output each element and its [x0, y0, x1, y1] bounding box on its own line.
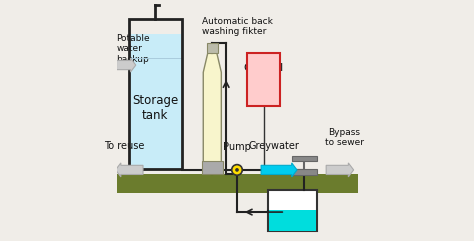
Circle shape — [235, 168, 239, 172]
Bar — [202, 161, 222, 174]
Bar — [129, 34, 181, 169]
Polygon shape — [203, 53, 221, 169]
Text: Potable
water
backup: Potable water backup — [117, 34, 150, 64]
Circle shape — [232, 165, 242, 175]
Text: Bypass
to sewer: Bypass to sewer — [325, 128, 364, 147]
Bar — [117, 174, 357, 193]
Bar — [128, 19, 182, 169]
Text: To reuse: To reuse — [103, 141, 144, 151]
FancyArrow shape — [261, 163, 297, 177]
Text: Greywater: Greywater — [249, 141, 300, 151]
Text: Storage
tank: Storage tank — [132, 94, 178, 122]
Bar — [268, 190, 317, 231]
FancyArrow shape — [117, 58, 136, 72]
Bar — [292, 156, 317, 161]
Bar — [246, 53, 281, 106]
FancyArrow shape — [116, 163, 143, 177]
Bar — [207, 43, 218, 53]
Bar — [292, 169, 317, 175]
Text: Automatic back
washing fikter: Automatic back washing fikter — [202, 17, 273, 36]
FancyArrow shape — [326, 163, 354, 177]
Bar — [269, 210, 316, 231]
Text: Control
panel: Control panel — [243, 63, 283, 84]
Text: Pump: Pump — [223, 142, 251, 152]
